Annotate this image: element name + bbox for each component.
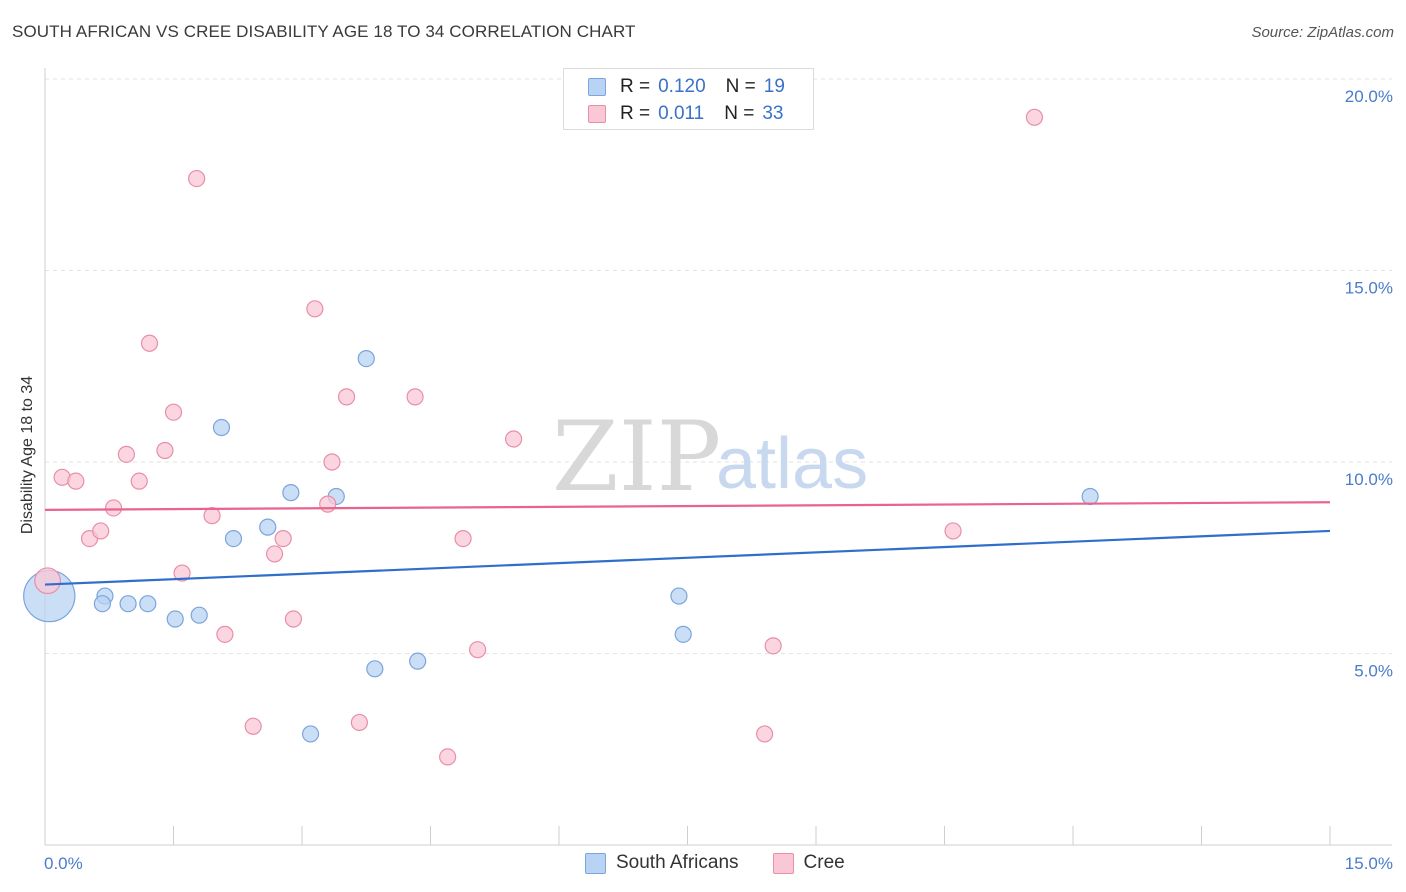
cree-point: [350, 713, 368, 732]
cree-point: [755, 725, 774, 743]
south-africans-swatch: [588, 78, 606, 96]
cree-point: [1025, 108, 1044, 126]
legend-row-cree: R = 0.011 N = 33: [588, 103, 784, 125]
cree-point: [764, 637, 782, 655]
cree-point: [156, 441, 174, 460]
cree-point: [164, 403, 183, 421]
south-africans-point: [190, 606, 208, 624]
legend-item-south-africans[interactable]: South Africans: [585, 852, 739, 874]
tick-labels: 5.0% 10.0% 15.0% 20.0% 0.0% 15.0%: [44, 87, 1393, 873]
r-label: R =: [620, 76, 651, 97]
legend-row-south-africans: R = 0.120 N = 19: [588, 76, 785, 98]
y-tick-label: 5.0%: [1354, 662, 1393, 681]
y-tick-label: 10.0%: [1345, 470, 1393, 489]
legend-item-cree[interactable]: Cree: [772, 852, 845, 874]
cree-point: [454, 529, 472, 548]
y-tick-label: 20.0%: [1345, 87, 1393, 106]
cree-point: [469, 641, 487, 659]
watermark: ZIP atlas: [552, 401, 868, 513]
south-africans-point: [93, 595, 111, 613]
cree-point: [216, 625, 234, 643]
south-africans-point: [139, 595, 157, 613]
cree-point: [319, 495, 337, 513]
watermark-atlas: atlas: [716, 424, 868, 504]
r-label: R =: [620, 103, 651, 124]
south-africans-point: [670, 587, 688, 605]
cree-point: [173, 564, 191, 582]
south-africans-point: [1081, 487, 1099, 506]
cree-point: [265, 545, 284, 563]
south-africans-point: [119, 595, 137, 613]
cree-legend-swatch: [772, 852, 794, 874]
cree-point: [406, 388, 424, 406]
cree-point: [140, 334, 159, 352]
trend-lines: [44, 501, 1331, 586]
r-value: 0.011: [658, 103, 705, 124]
cree-point: [274, 529, 292, 548]
r-value: 0.120: [658, 76, 706, 97]
south-africans-point: [357, 349, 375, 368]
cree-swatch: [588, 105, 606, 123]
south-africans-point: [212, 418, 231, 437]
cree-point: [244, 717, 262, 735]
x-tick-label: 15.0%: [1345, 854, 1393, 873]
south-africans-point: [674, 625, 692, 643]
cree-trend-line: [44, 501, 1331, 511]
legend-label: Cree: [803, 852, 845, 873]
cree-point: [34, 567, 61, 595]
n-label: N =: [724, 103, 755, 124]
n-value: 33: [762, 103, 784, 124]
south-africans-legend-swatch: [585, 852, 606, 874]
n-label: N =: [725, 76, 756, 97]
south-africans-point: [282, 484, 300, 502]
chart-title: SOUTH AFRICAN VS CREE DISABILITY AGE 18 …: [12, 22, 636, 41]
cree-point: [323, 453, 341, 471]
cree-point: [944, 522, 962, 540]
south-africans-trend-line: [44, 529, 1331, 586]
x-tick-label: 0.0%: [44, 854, 83, 873]
cree-point: [104, 499, 123, 517]
legend-label: South Africans: [616, 852, 739, 873]
south-africans-point: [259, 518, 277, 536]
cree-point: [504, 430, 523, 448]
axes: [44, 68, 1392, 846]
south-africans-point: [366, 660, 384, 678]
cree-point: [337, 388, 356, 406]
watermark-zip: ZIP: [552, 401, 721, 513]
south-africans-point: [409, 652, 427, 670]
source-label: Source: ZipAtlas.com: [1251, 24, 1394, 41]
south-africans-point: [224, 529, 243, 548]
data-points: [23, 108, 1099, 766]
series-legend: South Africans Cree: [585, 852, 879, 874]
cree-point: [284, 610, 303, 628]
south-africans-point: [301, 725, 320, 743]
cree-point: [203, 507, 221, 525]
y-tick-label: 15.0%: [1345, 279, 1393, 298]
cree-point: [92, 522, 110, 540]
gridlines: [45, 78, 1392, 654]
cree-point: [130, 472, 148, 490]
cree-point: [306, 300, 324, 318]
cree-point: [439, 748, 457, 766]
cree-point: [188, 169, 206, 188]
n-value: 19: [763, 76, 785, 97]
cree-point: [117, 445, 135, 463]
cree-point: [67, 472, 85, 490]
south-africans-point: [166, 610, 184, 628]
stats-legend: R = 0.120 N = 19 R = 0.011 N = 33: [563, 68, 814, 130]
